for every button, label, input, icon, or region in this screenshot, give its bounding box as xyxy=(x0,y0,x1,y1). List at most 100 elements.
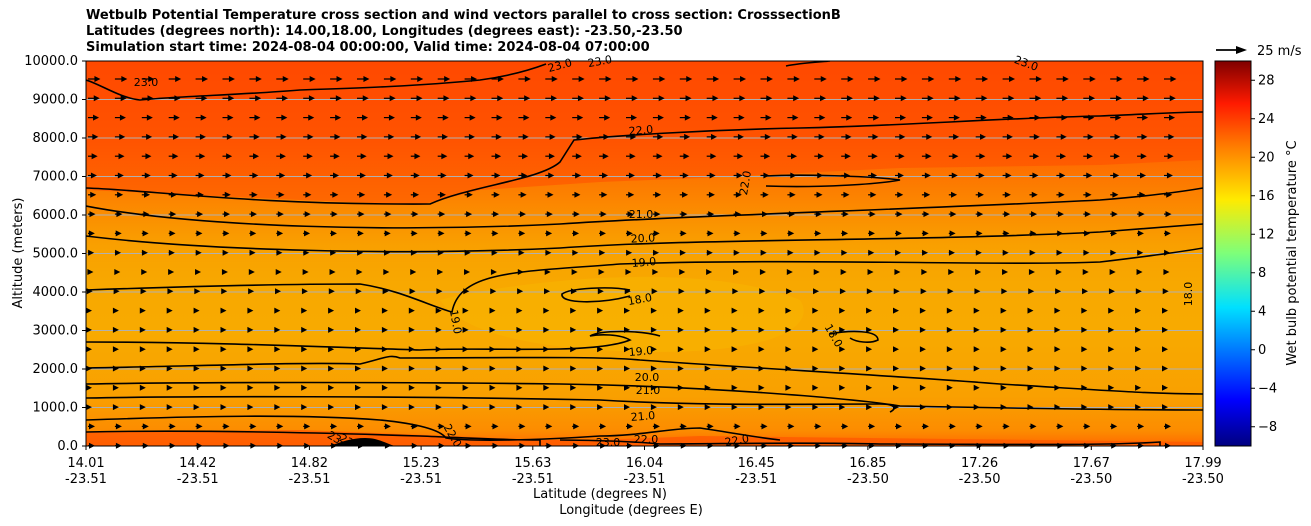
wind-vector-arrow xyxy=(518,95,531,102)
wind-vector-arrow xyxy=(274,404,281,411)
wind-vector-arrow xyxy=(866,346,873,353)
wind-vector-arrow xyxy=(1002,269,1009,275)
wind-vector-arrow xyxy=(785,346,792,353)
wind-vector-arrow xyxy=(677,384,684,391)
wind-vector-arrow xyxy=(464,423,472,430)
wind-vector-arrow xyxy=(572,191,581,198)
wind-vector-arrow xyxy=(1108,288,1115,295)
wind-vector-arrow xyxy=(195,230,203,237)
wind-vector-arrow xyxy=(195,133,206,140)
wind-vector-arrow xyxy=(1002,191,1011,198)
wind-vector-arrow xyxy=(597,404,604,411)
wind-vector-arrow xyxy=(329,269,336,275)
wind-vector-arrow xyxy=(570,326,577,333)
wind-vector-arrow xyxy=(733,133,744,140)
wind-vector-arrow xyxy=(679,172,689,179)
wind-vector-arrow xyxy=(193,365,200,372)
wind-vector-arrow xyxy=(1110,95,1122,102)
wind-vector-arrow xyxy=(193,326,200,333)
wind-vector-arrow xyxy=(1029,211,1038,218)
wind-vector-arrow xyxy=(303,76,316,82)
wind-vector-arrow xyxy=(195,153,206,160)
contour-label: 22.0 xyxy=(634,433,659,446)
quiver-key-label: 25 m/s xyxy=(1257,44,1302,59)
wind-vector-arrow xyxy=(543,365,550,372)
wind-vector-arrow xyxy=(626,114,638,121)
wind-vector-arrow xyxy=(1056,211,1064,218)
wind-vector-arrow xyxy=(328,326,335,333)
colorbar xyxy=(1214,60,1252,447)
wind-vector-arrow xyxy=(893,307,899,314)
wind-vector-arrow xyxy=(1110,114,1122,121)
wind-vector-arrow xyxy=(841,133,852,140)
wind-vector-arrow xyxy=(491,95,504,102)
x-tick-label-lat: 17.99 xyxy=(1184,456,1221,471)
wind-vector-arrow xyxy=(1002,230,1010,237)
wind-vector-arrow xyxy=(839,365,846,372)
wind-vector-arrow xyxy=(303,230,311,237)
wind-vector-arrow xyxy=(1135,404,1142,411)
wind-vector-arrow xyxy=(328,288,335,295)
wind-vector-arrow xyxy=(1001,288,1008,295)
wind-vector-arrow xyxy=(814,230,822,237)
wind-vector-arrow xyxy=(222,153,233,160)
wind-vector-arrow xyxy=(166,404,173,411)
wind-vector-arrow xyxy=(274,326,281,333)
wind-vector-arrow xyxy=(114,133,126,140)
wind-vector-arrow xyxy=(733,269,740,275)
wind-vector-arrow xyxy=(1027,365,1034,372)
wind-vector-arrow xyxy=(141,269,148,275)
wind-vector-arrow xyxy=(545,114,557,121)
wind-vector-arrow xyxy=(733,423,741,430)
wind-vector-arrow xyxy=(895,191,904,198)
contour-label: 20.0 xyxy=(630,231,655,245)
wind-vector-arrow xyxy=(760,153,771,160)
wind-vector-arrow xyxy=(1081,326,1088,333)
wind-vector-arrow xyxy=(679,230,687,237)
wind-vector-arrow xyxy=(975,76,989,82)
wind-vector-arrow xyxy=(760,423,768,430)
wind-vector-arrow xyxy=(222,423,230,430)
wind-vector-arrow xyxy=(1108,404,1115,411)
wind-vector-arrow xyxy=(139,384,146,391)
wind-vector-arrow xyxy=(221,269,228,275)
wind-vector-arrow xyxy=(841,95,853,102)
x-tick-label-lat: 15.23 xyxy=(402,456,439,471)
wind-vector-arrow xyxy=(1137,211,1145,218)
x-tick-label-lat: 17.67 xyxy=(1073,456,1110,471)
wind-vector-arrow xyxy=(650,365,657,372)
wind-vector-arrow xyxy=(355,365,361,372)
wind-vector-arrow xyxy=(383,191,393,198)
contour-label: 22.0 xyxy=(724,432,750,449)
wind-vector-arrow xyxy=(249,423,257,430)
colorbar-tick-label: 12 xyxy=(1258,227,1275,242)
wind-vector-arrow xyxy=(626,172,635,179)
wind-vector-arrow xyxy=(787,76,800,82)
wind-vector-arrow xyxy=(1029,76,1042,82)
wind-vector-arrow xyxy=(355,384,361,391)
colorbar-tick-label: −8 xyxy=(1258,420,1277,435)
wind-vector-arrow xyxy=(841,114,853,121)
wind-vector-arrow xyxy=(919,326,926,333)
wind-vector-arrow xyxy=(195,191,204,198)
wind-vector-arrow xyxy=(1083,191,1092,198)
wind-vector-arrow xyxy=(893,288,900,295)
wind-vector-arrow xyxy=(491,153,502,160)
wind-vector-arrow xyxy=(1083,133,1094,140)
wind-vector-arrow xyxy=(599,249,606,256)
wind-vector-arrow xyxy=(597,346,604,353)
wind-vector-arrow xyxy=(301,365,308,372)
wind-vector-arrow xyxy=(868,423,876,430)
wind-vector-arrow xyxy=(1082,288,1089,295)
wind-vector-arrow xyxy=(545,133,556,140)
wind-vector-arrow xyxy=(760,76,773,82)
wind-vector-arrow xyxy=(652,153,663,160)
wind-vector-arrow xyxy=(168,211,177,218)
wind-vector-arrow xyxy=(841,423,849,430)
wind-vector-arrow xyxy=(168,172,178,179)
wind-vector-arrow xyxy=(650,346,657,353)
contour-label: 22.0 xyxy=(628,123,654,138)
wind-vector-arrow xyxy=(86,384,92,391)
wind-vector-arrow xyxy=(114,269,121,275)
wind-vector-arrow xyxy=(516,307,523,314)
